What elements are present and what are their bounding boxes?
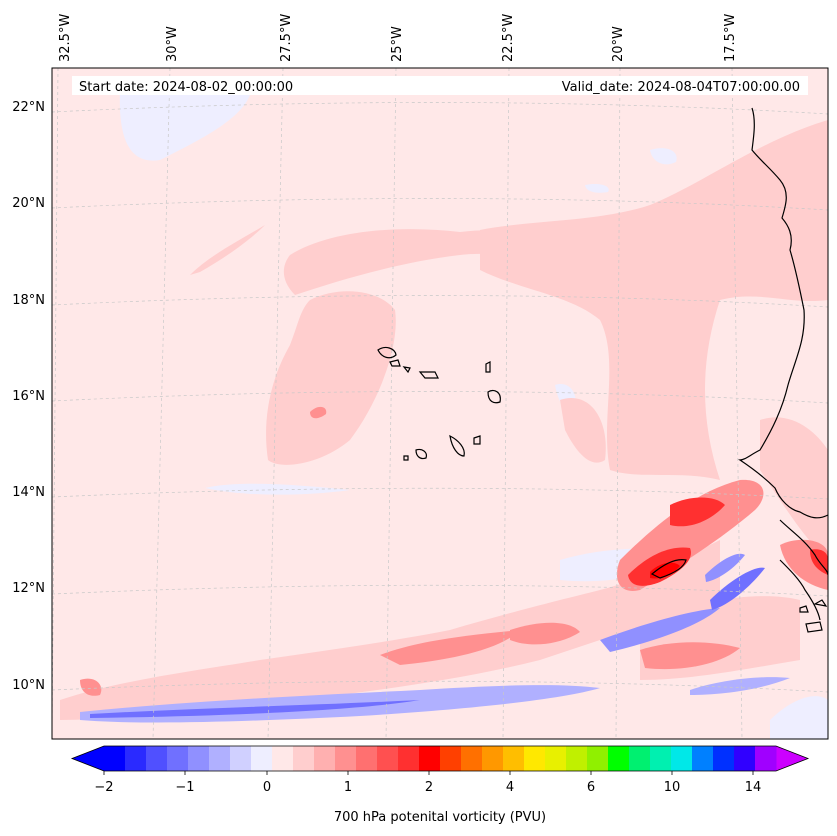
- colorbar-swatch: [419, 746, 441, 771]
- colorbar-swatch: [545, 746, 567, 771]
- colorbar-tick-label: 1: [344, 780, 352, 795]
- colorbar-swatch: [713, 746, 735, 771]
- lat-label: 12°N: [12, 581, 45, 596]
- colorbar-tick-label: 0: [263, 780, 271, 795]
- lon-label: 17.5°W: [723, 14, 738, 62]
- colorbar-swatch: [671, 746, 693, 771]
- longitude-axis-labels: 32.5°W 30°W 27.5°W 25°W 22.5°W 20°W 17.5…: [58, 14, 738, 62]
- colorbar-swatch: [104, 746, 126, 771]
- coastlines: [377, 107, 828, 633]
- lon-label: 27.5°W: [279, 14, 294, 62]
- map-frame: [51, 67, 829, 740]
- island-santiago: [449, 434, 465, 457]
- colorbar-swatch: [188, 746, 210, 771]
- island-sal: [485, 361, 491, 373]
- lon-label: 32.5°W: [58, 14, 73, 62]
- island-boa-vista: [487, 389, 501, 404]
- island-sao-vicente: [389, 359, 401, 367]
- colorbar-tick-label: 2: [425, 780, 433, 795]
- bissagos-islands: [799, 599, 828, 633]
- date-info-box: [72, 76, 808, 95]
- colorbar-tick-label: −1: [175, 780, 194, 795]
- negative-pv-bands: [80, 553, 790, 723]
- colorbar-extend-min: [72, 746, 104, 771]
- colorbar-swatch: [650, 746, 672, 771]
- colorbar-swatch: [335, 746, 357, 771]
- lat-label: 14°N: [12, 485, 45, 500]
- lat-label: 20°N: [12, 196, 45, 211]
- colorbar-swatch: [503, 746, 525, 771]
- colorbar-swatch: [566, 746, 588, 771]
- island-santa-luzia: [402, 366, 411, 374]
- colorbar-swatch: [272, 746, 294, 771]
- colorbar-extend-max: [776, 746, 808, 771]
- colorbar-swatch: [398, 746, 420, 771]
- colorbar-swatch: [755, 746, 777, 771]
- colorbar-swatch: [440, 746, 462, 771]
- guinea-coast: [779, 519, 828, 621]
- colorbar-swatch: [167, 746, 189, 771]
- colorbar-swatch: [251, 746, 273, 771]
- colorbar-swatch: [692, 746, 714, 771]
- island-sao-nicolau: [418, 371, 439, 379]
- lon-label: 30°W: [165, 26, 180, 62]
- colorbar-swatch: [482, 746, 504, 771]
- island-brava: [403, 455, 409, 461]
- lat-label: 16°N: [12, 389, 45, 404]
- island-fogo: [415, 448, 427, 460]
- colorbar-swatch: [587, 746, 609, 771]
- positive-pv-low: [60, 120, 828, 720]
- pv-maximum-core: [650, 562, 680, 579]
- colorbar-swatch: [293, 746, 315, 771]
- colorbar-swatch: [608, 746, 630, 771]
- colorbar-swatch: [146, 746, 168, 771]
- colorbar-swatch: [209, 746, 231, 771]
- colorbar-swatch: [125, 746, 147, 771]
- colorbar-swatch: [356, 746, 378, 771]
- lat-label: 18°N: [12, 293, 45, 308]
- lon-label: 22.5°W: [501, 14, 516, 62]
- colorbar-tick-label: 6: [587, 780, 595, 795]
- colorbar-label: 700 hPa potenital vorticity (PVU): [334, 810, 546, 825]
- colorbar-swatch: [734, 746, 756, 771]
- colorbar-swatch: [314, 746, 336, 771]
- african-coast: [738, 107, 828, 519]
- colorbar-tick-label: 14: [745, 780, 762, 795]
- latitude-axis-labels: 22°N 20°N 18°N 16°N 14°N 12°N 10°N: [12, 100, 45, 693]
- colorbar-swatch: [230, 746, 252, 771]
- lon-label: 20°W: [611, 26, 626, 62]
- graticule: [52, 68, 828, 739]
- colorbar-swatch: [524, 746, 546, 771]
- colorbar-tick-label: −2: [94, 780, 113, 795]
- island-santo-antao: [377, 346, 397, 359]
- colorbar-swatch: [629, 746, 651, 771]
- island-maio: [473, 435, 481, 445]
- start-date-label: Start date: 2024-08-02_00:00:00: [79, 80, 293, 95]
- lat-label: 10°N: [12, 678, 45, 693]
- colorbar-tick-label: 4: [506, 780, 514, 795]
- valid-date-label: Valid_date: 2024-08-04T07:00:00.00: [562, 80, 800, 95]
- colorbar-swatch: [461, 746, 483, 771]
- lon-label: 25°W: [390, 26, 405, 62]
- map-area: [52, 68, 828, 739]
- dakar-coast: [650, 559, 687, 579]
- lat-label: 22°N: [12, 100, 45, 115]
- colorbar: −2 −1 0 1 2 4 6 10 14: [70, 745, 810, 795]
- colorbar-tick-label: 10: [664, 780, 681, 795]
- colorbar-swatch: [377, 746, 399, 771]
